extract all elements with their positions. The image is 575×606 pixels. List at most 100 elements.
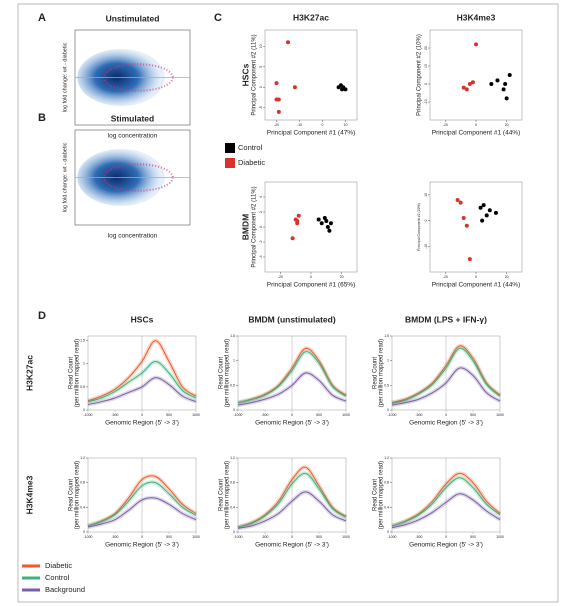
tick-label: -10 [424,244,428,249]
column-title: H3K4me3 [457,12,496,22]
profile-line [391,472,501,527]
scatter-point [324,219,329,223]
scatter-point [478,205,483,210]
tick-label: 1000 [342,535,350,539]
tick-label: -20 [443,123,448,127]
tick-label: -20 [443,275,448,279]
tick-label: -500 [111,413,118,417]
tick-label: 0 [445,535,447,539]
profile-line [237,472,347,528]
scatter-point [328,221,333,226]
tick-label: -1000 [84,413,93,417]
row-title: H3K4me3 [24,475,34,514]
tick-label: 0 [424,220,428,222]
scatter-point [495,78,500,83]
axis-label: Principal Component #2 (10%) [417,34,423,116]
figure-border [17,3,559,603]
axis-label: Genomic Region (5' -> 3') [105,420,179,427]
tick-label: 0 [322,123,324,127]
scatter-point [474,42,478,47]
axis-label: log concentration [108,233,158,240]
column-title: BMDM (LPS + IFN-γ) [405,314,487,324]
legend-label: Background [45,585,85,594]
tick-label: 1 [387,359,389,363]
plot-frame [429,181,523,273]
scatter-point [504,96,509,101]
tick-label: 0 [83,408,85,412]
tick-label: 500 [316,413,322,417]
tick-label: 0.4 [80,505,85,509]
scatter-point [507,73,512,77]
column-title: HSCs [131,314,154,324]
scatter-point [470,80,475,85]
tick-label: 0.5 [230,383,235,387]
scatter-point [467,82,472,86]
column-title: H3K27ac [293,12,329,22]
tick-label: -500 [415,535,422,539]
tick-label: -10 [297,123,302,127]
scatter-point [484,213,489,218]
axis-label: Genomic Region (5' -> 3') [105,542,179,549]
profile-line [237,466,347,528]
tick-label: 10 [344,123,348,127]
axis-label: Read Count [219,357,225,389]
profile-line [237,351,347,404]
tick-label: 0 [233,408,235,412]
tick-label: -500 [261,413,268,417]
scatter-point [274,81,279,86]
tick-label: 1.5 [230,334,235,338]
axis-label: Read Count [373,357,379,389]
tick-label: 20 [340,275,344,279]
tick-label: 1000 [342,413,350,417]
tick-label: -1000 [388,413,397,417]
scatter-point [501,87,506,92]
scatter-point [455,198,460,202]
tick-label: 0 [387,408,389,412]
tick-label: 500 [316,535,322,539]
tick-label: 0 [141,535,143,539]
tick-label: 0 [83,530,85,534]
profile-line [87,475,197,527]
panel-letter: D [38,310,46,322]
scatter-point [461,85,466,90]
scatter-point [319,221,324,226]
tick-label: 1.5 [80,339,85,343]
tick-label: 0 [475,123,477,127]
scatter-point [481,203,486,208]
profile-line [391,477,501,527]
tick-label: -20 [274,123,279,127]
profile-line [87,360,197,403]
scatter-point [464,87,469,92]
tick-label: -4 [259,255,263,258]
scatter-point [343,87,348,92]
tick-label: 500 [166,535,172,539]
tick-label: -1000 [84,535,93,539]
tick-label: 0 [291,413,293,417]
row-title: HSCs [240,63,250,86]
axis-label: (per million mapped read) [225,461,231,529]
legend-label: Diabetic [238,158,265,167]
legend-label: Diabetic [45,561,72,570]
tick-label: 1000 [192,413,200,417]
tick-label: 10 [259,44,263,48]
tick-label: 20 [505,123,509,127]
tick-label: 0 [259,226,263,228]
axis-label: Principal Component #2 (11%) [252,34,258,115]
axis-label: (per million mapped read) [379,339,385,407]
axis-label: (per million mapped read) [75,339,81,407]
profile-line [237,347,347,404]
tick-label: 0 [310,275,312,279]
tick-label: 4 [259,196,263,198]
legend-swatch [225,158,235,168]
tick-label: 1000 [496,413,504,417]
panel-letter: A [38,12,46,24]
profile-line [87,340,197,402]
axis-label: Read Count [219,479,225,511]
tick-label: 0 [475,275,477,279]
tick-label: 500 [470,413,476,417]
profile-line [391,347,501,404]
scatter-point [322,216,327,220]
tick-label: 5 [259,66,263,68]
